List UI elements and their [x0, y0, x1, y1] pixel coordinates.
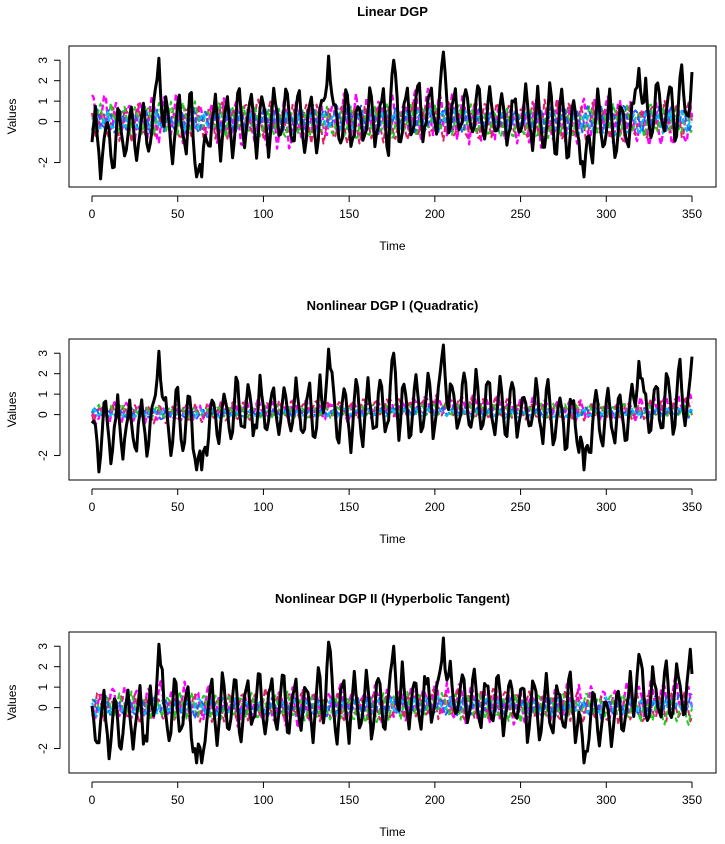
y-tick-label: 3: [36, 350, 50, 357]
x-axis-label: Time: [379, 825, 406, 839]
x-tick-label: 100: [253, 793, 273, 807]
plot-frame: [68, 338, 717, 481]
x-tick-label: 0: [89, 500, 96, 514]
y-tick-label: 3: [36, 643, 50, 650]
x-tick-label: 150: [339, 500, 359, 514]
chart-panel: Linear DGP 0 50 100 150 200 250 300 350 -2 0 1 2 3 Tim…: [5, 4, 717, 253]
x-tick-label: 0: [89, 207, 96, 221]
series-line: [91, 687, 693, 726]
x-tick-label: 150: [339, 793, 359, 807]
y-axis-label: Values: [5, 392, 19, 428]
x-tick-label: 50: [171, 500, 185, 514]
x-tick-label: 100: [253, 500, 273, 514]
y-tick-label: 2: [36, 77, 50, 84]
x-tick-label: 200: [425, 793, 445, 807]
y-axis-label: Values: [5, 685, 19, 721]
x-tick-label: 150: [339, 207, 359, 221]
chart-title: Linear DGP: [357, 4, 428, 19]
x-tick-label: 100: [253, 207, 273, 221]
y-tick-label: 0: [36, 411, 50, 418]
y-tick-label: 1: [36, 390, 50, 397]
x-tick-label: 250: [511, 500, 531, 514]
x-tick-label: 300: [596, 207, 616, 221]
x-tick-label: 50: [171, 207, 185, 221]
x-tick-label: 300: [596, 500, 616, 514]
x-tick-label: 250: [511, 793, 531, 807]
plot-frame: [68, 631, 717, 774]
y-tick-label: 0: [36, 118, 50, 125]
x-tick-label: 200: [425, 207, 445, 221]
y-tick-label: 2: [36, 370, 50, 377]
y-tick-label: -2: [36, 450, 50, 461]
y-tick-label: -2: [36, 157, 50, 168]
x-tick-label: 0: [89, 793, 96, 807]
y-tick-label: 2: [36, 663, 50, 670]
x-tick-label: 350: [682, 207, 702, 221]
chart-panel: Nonlinear DGP I (Quadratic) 0 50 100 150 200 2…: [5, 298, 717, 546]
x-axis-label: Time: [379, 239, 406, 253]
x-tick-label: 250: [511, 207, 531, 221]
plot-frame: [68, 45, 717, 188]
y-tick-label: 0: [36, 704, 50, 711]
series-line: [90, 343, 694, 474]
x-tick-label: 300: [596, 793, 616, 807]
x-tick-label: 350: [682, 793, 702, 807]
x-tick-label: 50: [171, 793, 185, 807]
series-line: [90, 636, 694, 765]
y-axis-label: Values: [5, 99, 19, 135]
chart-title: Nonlinear DGP I (Quadratic): [307, 298, 479, 313]
x-tick-label: 200: [425, 500, 445, 514]
chart-panel: Nonlinear DGP II (Hyperbolic Tangent) 0 50…: [5, 591, 717, 839]
y-tick-label: 3: [36, 57, 50, 64]
y-tick-label: -2: [36, 743, 50, 754]
x-axis-label: Time: [379, 532, 406, 546]
x-tick-label: 350: [682, 500, 702, 514]
y-tick-label: 1: [36, 97, 50, 104]
series-line: [91, 103, 693, 136]
series-line: [90, 50, 694, 181]
chart-title: Nonlinear DGP II (Hyperbolic Tangent): [275, 591, 510, 606]
y-tick-label: 1: [36, 683, 50, 690]
